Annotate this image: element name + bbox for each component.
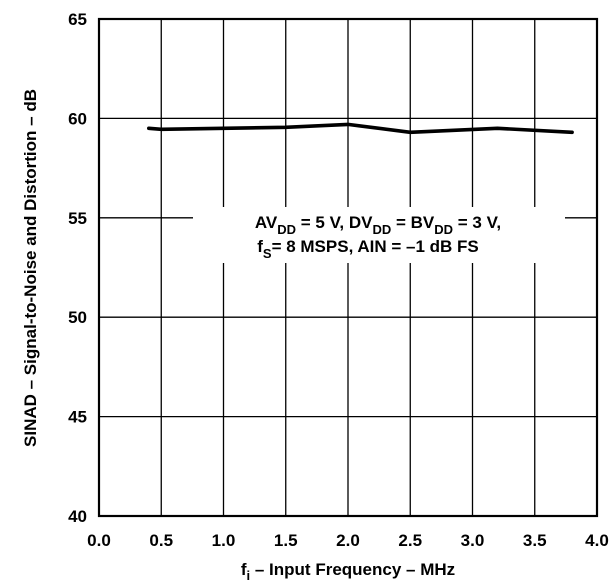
- x-axis-label: fi – Input Frequency – MHz: [241, 560, 455, 583]
- y-tick-label: 50: [68, 308, 87, 327]
- y-tick-label: 65: [68, 10, 87, 29]
- x-tick-label: 3.0: [461, 531, 485, 550]
- x-tick-label: 1.0: [212, 531, 236, 550]
- y-tick-label: 60: [68, 109, 87, 128]
- x-tick-label: 3.5: [523, 531, 547, 550]
- y-tick-labels: 40 45 50 55 60 65: [68, 10, 87, 526]
- x-tick-label: 2.0: [336, 531, 360, 550]
- x-tick-label: 4.0: [585, 531, 609, 550]
- plot-frame: [97, 17, 599, 518]
- x-tick-label: 0.5: [149, 531, 173, 550]
- y-tick-label: 45: [68, 408, 87, 427]
- y-axis-label: SINAD – Signal-to-Noise and Distortion –…: [21, 89, 40, 447]
- x-tick-labels: 0.0 0.5 1.0 1.5 2.0 2.5 3.0 3.5 4.0: [87, 531, 609, 550]
- x-tick-label: 1.5: [274, 531, 298, 550]
- y-tick-label: 55: [68, 209, 87, 228]
- annotation-background: [193, 207, 565, 263]
- sinad-series-line: [147, 122, 574, 135]
- conditions-annotation-line1: AVDD = 5 V, DVDD = BVDD = 3 V,: [255, 213, 501, 237]
- series-layer: [147, 122, 574, 135]
- grid-lines: [99, 19, 597, 516]
- x-tick-label: 0.0: [87, 531, 111, 550]
- x-tick-label: 2.5: [398, 531, 422, 550]
- conditions-annotation-line2: fS= 8 MSPS, AIN = –1 dB FS: [257, 237, 479, 261]
- y-tick-label: 40: [68, 507, 87, 526]
